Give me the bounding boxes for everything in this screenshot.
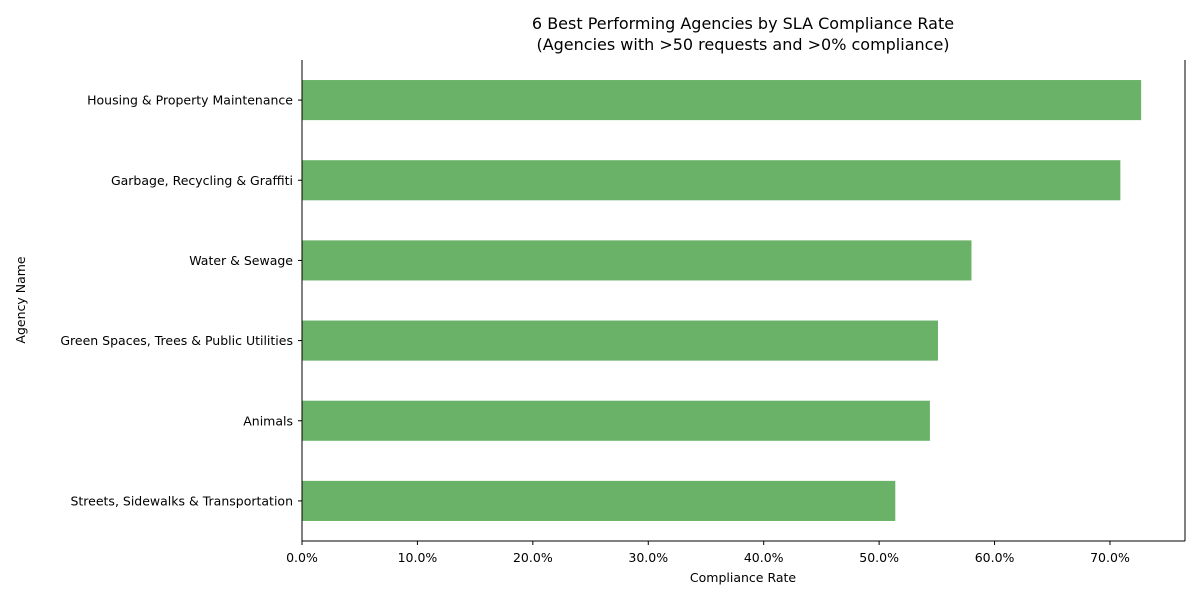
bar-3 [302,320,938,361]
x-tick-label-4: 40.0% [744,550,784,565]
x-tick-label-0: 0.0% [286,550,318,565]
x-tick-label-5: 50.0% [859,550,899,565]
chart-subtitle: (Agencies with >50 requests and >0% comp… [536,35,949,54]
bar-2 [302,240,972,281]
y-tick-label-5: Streets, Sidewalks & Transportation [70,493,293,508]
x-tick-label-7: 70.0% [1090,550,1130,565]
x-axis-label: Compliance Rate [690,570,797,585]
y-tick-label-0: Housing & Property Maintenance [87,93,293,108]
bar-5 [302,480,896,521]
y-tick-label-3: Green Spaces, Trees & Public Utilities [60,333,293,348]
bar-1 [302,160,1121,201]
y-axis-ticks: Housing & Property Maintenance Garbage, R… [60,93,302,508]
x-tick-label-1: 10.0% [398,550,438,565]
x-tick-label-3: 30.0% [628,550,668,565]
y-tick-label-1: Garbage, Recycling & Graffiti [111,173,293,188]
bar-4 [302,400,930,441]
y-tick-label-2: Water & Sewage [189,253,293,268]
bars-group [302,80,1142,521]
x-axis-ticks: 0.0% 10.0% 20.0% 30.0% 40.0% 50.0% 60.0% 70.0% [286,541,1130,565]
y-axis-label: Agency Name [13,256,28,344]
chart-title: 6 Best Performing Agencies by SLA Compli… [532,14,954,33]
x-tick-label-2: 20.0% [513,550,553,565]
bar-0 [302,80,1142,121]
x-tick-label-6: 60.0% [975,550,1015,565]
y-tick-label-4: Animals [243,413,293,428]
